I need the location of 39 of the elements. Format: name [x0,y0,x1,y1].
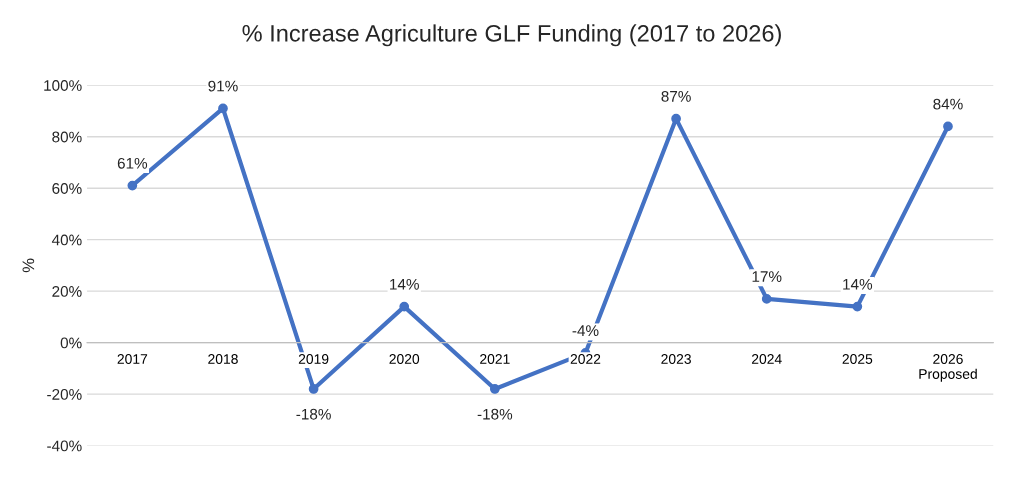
point [671,113,681,124]
point [218,103,228,114]
y-tick-label: 100% [44,80,82,91]
data-label: -4% [572,325,599,336]
y-tick-label: 0% [60,337,82,349]
y-tick-label: 40% [51,234,82,246]
x-tick-label: 2018 [208,354,238,364]
data-label: 84% [933,98,963,110]
y-tick-label: -40% [47,440,82,452]
x-tick-label: 2023 [661,354,691,364]
data-label: -18% [296,408,331,420]
y-tick-label: -20% [47,388,82,400]
y-tick-label: 80% [52,131,82,143]
data-label: 91% [208,80,238,92]
data-label: 17% [752,271,782,282]
data-label: 61% [117,157,148,169]
chart-title: % Increase Agriculture GLF Funding (2017 to 2026) [242,24,781,47]
data-label: 14% [390,278,419,290]
point [852,301,863,312]
x-tick-label: 2017 [117,354,148,364]
data-label: -18% [477,408,513,420]
y-axis-title: % [22,258,35,273]
x-tick-label: 2020 [389,354,420,364]
x-tick-label: 2024 [751,354,782,364]
point [399,301,410,312]
x-tick-label: 2026 Proposed [919,354,977,382]
data-label: 87% [661,90,691,102]
x-tick-label: 2021 [480,354,510,364]
point [489,384,500,394]
y-tick-label: 20% [52,286,82,297]
x-tick-label: 2019 [298,354,329,364]
x-tick-label: 2022 [570,354,601,364]
point [761,294,772,304]
data-label: 14% [843,278,873,290]
point [127,180,138,191]
x-tick-label: 2025 [842,354,873,364]
point [943,121,953,132]
y-tick-label: 60% [52,183,82,194]
point [308,384,319,394]
